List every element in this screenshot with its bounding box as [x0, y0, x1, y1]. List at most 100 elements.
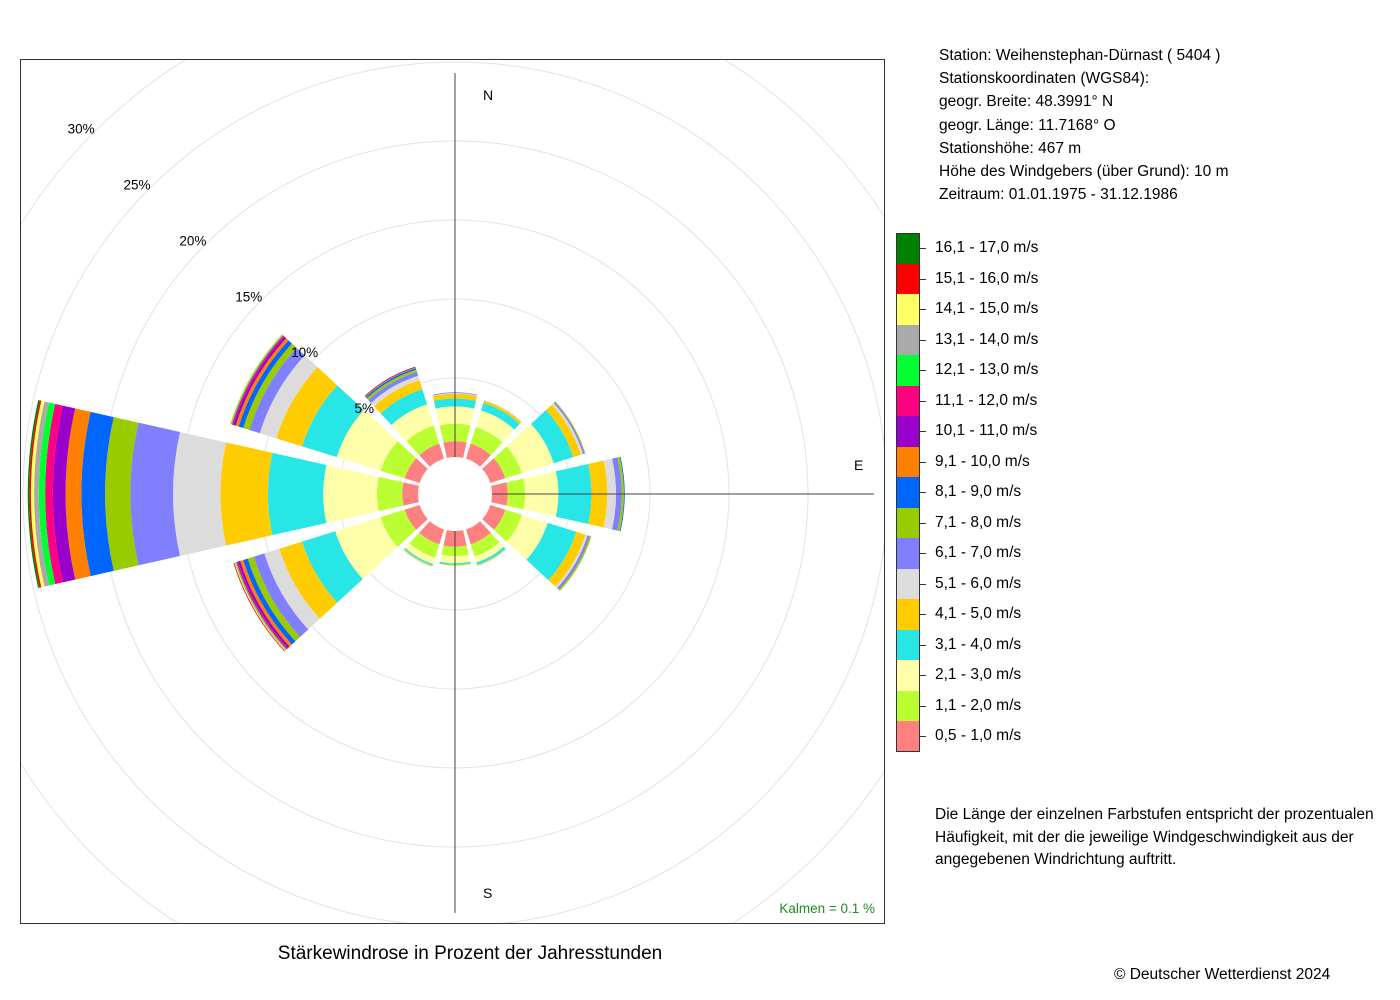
windrose-sector-wnw-class-1: [404, 458, 428, 483]
windrose-sector-ene-class-5: [546, 404, 581, 458]
legend-tick: [920, 644, 926, 646]
legend-label: 13,1 - 14,0 m/s: [935, 330, 1039, 348]
windrose-sector-sse-class-3: [474, 542, 504, 563]
windrose-sector-nnw-class-2: [406, 425, 440, 456]
station-longitude: geogr. Länge: 11.7168° O: [939, 116, 1116, 134]
windrose-sector-w-class-13: [38, 402, 56, 586]
windrose-sector-wsw-class-10: [240, 559, 292, 647]
windrose-sector-nnw-class-1: [419, 443, 444, 467]
radial-tick-label: 30%: [68, 122, 95, 137]
windrose-sector-ese-class-6: [555, 534, 588, 589]
windrose-sector-w-class-15: [30, 400, 45, 588]
legend-tick: [920, 461, 926, 463]
windrose-sector-ene-class-2: [493, 446, 523, 479]
windrose-sector-wsw-class-4: [302, 531, 363, 603]
windrose-sector-ese-class-2: [493, 509, 523, 542]
legend-label: 15,1 - 16,0 m/s: [935, 269, 1039, 287]
grid-circle: [22, 61, 884, 923]
windrose-sector-ese-class-1: [482, 505, 506, 530]
windrose-plot-area: N E S 5% 10% 15% 20% 25% 30% Kalmen = 0.1 %: [20, 59, 885, 924]
legend-tick: [920, 553, 926, 555]
windrose-sector-w-class-12: [45, 403, 63, 585]
windrose-sector-ene-class-4: [530, 409, 574, 464]
legend-tick: [920, 309, 926, 311]
legend-label: 6,1 - 7,0 m/s: [935, 544, 1022, 562]
windrose-sector-w-class-14: [34, 401, 49, 587]
radial-tick-label: 10%: [291, 345, 318, 360]
windrose-sector-w-class-9: [81, 411, 114, 577]
legend-border: [896, 233, 920, 752]
windrose-sector-w-class-17: [27, 400, 40, 588]
windrose-sector-wnw-class-3: [336, 409, 398, 471]
windrose-sector-w-class-7: [130, 422, 180, 566]
legend-tick: [920, 736, 926, 738]
sector-layer: [27, 333, 625, 652]
station-name: Station: Weihenstephan-Dürnast ( 5404 ): [939, 47, 1221, 64]
legend-label: 0,5 - 1,0 m/s: [935, 727, 1022, 745]
windrose-sector-nnw-class-6: [370, 375, 420, 407]
legend-label: 7,1 - 8,0 m/s: [935, 513, 1022, 531]
windrose-sector-ssw-class-1: [419, 521, 444, 545]
radial-tick-label: 20%: [179, 233, 206, 248]
windrose-sector-wnw-class-9: [238, 340, 292, 429]
legend-tick: [920, 248, 926, 250]
windrose-sector-wnw-class-5: [276, 367, 338, 447]
windrose-sector-sse-class-4: [476, 546, 506, 565]
windrose-sector-ese-class-8: [558, 536, 592, 591]
windrose-sector-ene-class-6: [551, 403, 584, 455]
windrose-sector-ene-class-7: [553, 401, 585, 455]
windrose-sector-sse-class-1: [466, 521, 491, 545]
windrose-sector-wsw-class-9: [243, 558, 296, 645]
legend-tick: [920, 522, 926, 524]
time-period: Zeitraum: 01.01.1975 - 31.12.1986: [939, 186, 1178, 204]
windrose-sector-ese-class-4: [526, 522, 577, 581]
windrose-sector-n-class-7: [432, 392, 478, 396]
chart-title: Stärkewindrose in Prozent der Jahresstun…: [277, 943, 663, 964]
windrose-sector-wsw-class-5: [279, 541, 338, 619]
windrose-sector-wsw-class-2: [380, 509, 417, 547]
windrose-sector-nnw-class-5: [374, 380, 423, 414]
windrose-sector-ssw-class-6: [403, 549, 433, 568]
axis-layer: [454, 73, 874, 913]
windrose-sector-wsw-class-11: [237, 560, 290, 649]
windrose-sector-nnw-class-9: [365, 368, 417, 399]
radial-tick-label: 15%: [235, 289, 262, 304]
note-line-3: angegebenen Windrichtung auftritt.: [935, 851, 1177, 868]
legend-label: 5,1 - 6,0 m/s: [935, 574, 1022, 592]
windrose-sector-wnw-class-6: [259, 355, 318, 439]
legend-tick: [920, 614, 926, 616]
legend-label: 3,1 - 4,0 m/s: [935, 635, 1022, 653]
windrose-sector-ese-class-5: [548, 531, 586, 587]
windrose-sector-ssw-class-4: [404, 547, 434, 566]
windrose-sector-w-class-6: [173, 432, 227, 556]
legend-label: 4,1 - 5,0 m/s: [935, 605, 1022, 623]
legend-tick: [920, 370, 926, 372]
windrose-sector-e-class-9: [619, 456, 625, 532]
windrose-sector-w-class-3: [323, 465, 379, 523]
label-layer: N E S 5% 10% 15% 20% 25% 30% Kalmen = 0.1 %: [68, 87, 875, 916]
windrose-sector-w-class-8: [105, 417, 139, 571]
windrose-sector-w-class-5: [220, 442, 273, 546]
windrose-sector-wsw-class-8: [247, 556, 301, 642]
legend-label: 11,1 - 12,0 m/s: [935, 391, 1038, 409]
station-info: Station: Weihenstephan-Dürnast ( 5404 ) …: [939, 44, 1228, 206]
windrose-sector-wnw-class-10: [235, 338, 289, 427]
windrose-sector-wsw-class-6: [264, 548, 320, 630]
radial-tick-label: 5%: [354, 401, 374, 416]
copyright: © Deutscher Wetterdienst 2024: [1114, 966, 1331, 983]
windrose-sector-e-class-8: [617, 456, 624, 532]
legend-label: 2,1 - 3,0 m/s: [935, 666, 1022, 684]
legend-tick: [920, 278, 926, 280]
windrose-sector-nne-class-2: [470, 426, 503, 456]
station-elevation: Stationshöhe: 467 m: [939, 139, 1082, 157]
windrose-sector-s-class-4: [439, 561, 471, 565]
note-line-2: Häufigkeit, mit der die jeweilige Windge…: [935, 828, 1354, 846]
compass-label-s: S: [483, 885, 492, 901]
windrose-sector-ssw-class-2: [409, 532, 440, 558]
windrose-sector-nne-class-3: [475, 410, 515, 443]
station-latitude: geogr. Breite: 48.3991° N: [939, 93, 1114, 111]
windrose-sector-nnw-class-3: [391, 404, 434, 442]
legend-tick: [920, 583, 926, 585]
sensor-height: Höhe des Windgebers (über Grund): 10 m: [939, 163, 1229, 181]
windrose-sector-sse-class-5: [477, 548, 506, 566]
